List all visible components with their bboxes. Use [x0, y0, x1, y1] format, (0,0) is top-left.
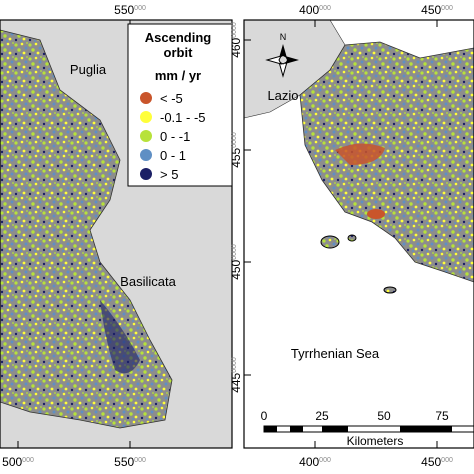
tick-major: 400 — [299, 455, 319, 469]
frame — [243, 19, 474, 449]
tick-minor: 0000 — [231, 132, 238, 148]
island — [383, 286, 397, 294]
y-tick-label: 4550000 — [229, 132, 243, 168]
legend-label: 0 - 1 — [160, 148, 186, 163]
legend-swatch — [140, 149, 152, 161]
tick-major: 455 — [229, 147, 243, 167]
legend-swatch — [140, 111, 152, 123]
x-tick-label: 400000 — [299, 3, 331, 17]
scale-label: 50 — [377, 409, 391, 423]
tick-major: 450 — [229, 259, 243, 279]
right-panel: N Lazio Tyrrhenian Sea 0 25 50 75 Kilome… — [229, 3, 474, 469]
region-label: Tyrrhenian Sea — [291, 346, 380, 361]
x-tick-label: 550000 — [114, 3, 146, 17]
mapped-area — [0, 29, 173, 429]
tick-major: 550 — [114, 3, 134, 17]
tick-major: 550 — [114, 455, 134, 469]
tick-minor: 000 — [441, 5, 453, 12]
legend-title: Ascending — [145, 30, 212, 45]
legend-title: orbit — [164, 45, 194, 60]
frame — [0, 19, 233, 449]
tick-major: 400 — [299, 3, 319, 17]
tick-minor: 0000 — [231, 244, 238, 260]
tick-minor: 000 — [134, 5, 146, 12]
island — [320, 235, 340, 249]
tick-minor: 000 — [319, 457, 331, 464]
subsidence-zone — [335, 143, 385, 165]
x-tick-label: 400000 — [299, 455, 331, 469]
legend-unit: mm / yr — [155, 68, 201, 83]
legend-label: -0.1 - -5 — [160, 110, 206, 125]
island — [347, 234, 357, 242]
region-label: Basilicata — [120, 274, 176, 289]
y-tick-label: 4450000 — [229, 357, 243, 393]
legend-label: > 5 — [160, 167, 178, 182]
tick-minor: 0000 — [231, 357, 238, 373]
mapped-area — [299, 41, 474, 283]
subsidence-zone — [367, 209, 385, 219]
tick-major: 445 — [229, 372, 243, 392]
legend: Ascending orbit mm / yr < -5 -0.1 - -5 0 -… — [127, 23, 233, 187]
region-label: Puglia — [70, 62, 107, 77]
y-tick-label: 4600000 — [229, 22, 243, 58]
tick-minor: 000 — [319, 5, 331, 12]
tick-minor: 000 — [441, 457, 453, 464]
x-tick-label: 450000 — [421, 3, 453, 17]
legend-label: 0 - -1 — [160, 129, 190, 144]
legend-swatch — [140, 130, 152, 142]
scale-label: 0 — [261, 409, 268, 423]
scale-label: 75 — [435, 409, 449, 423]
y-tick-label: 4500000 — [229, 244, 243, 280]
tick-major: 460 — [229, 37, 243, 57]
scale-bar: 0 25 50 75 Kilometers — [261, 409, 474, 448]
x-tick-label: 550000 — [114, 455, 146, 469]
tick-major: 450 — [421, 455, 441, 469]
tick-minor: 000 — [134, 457, 146, 464]
scale-label: 25 — [315, 409, 329, 423]
x-tick-label: 500000 — [2, 455, 34, 469]
uplift-zone — [100, 300, 140, 374]
scale-unit: Kilometers — [347, 434, 404, 448]
north-arrow: N — [265, 32, 299, 78]
legend-swatch — [140, 168, 152, 180]
tick-major: 500 — [2, 455, 22, 469]
legend-swatch — [140, 92, 152, 104]
north-label: N — [280, 32, 287, 42]
tick-minor: 0000 — [231, 22, 238, 38]
tick-minor: 000 — [22, 457, 34, 464]
x-tick-label: 450000 — [421, 455, 453, 469]
legend-label: < -5 — [160, 91, 183, 106]
tick-major: 450 — [421, 3, 441, 17]
region-label: Lazio — [267, 88, 298, 103]
